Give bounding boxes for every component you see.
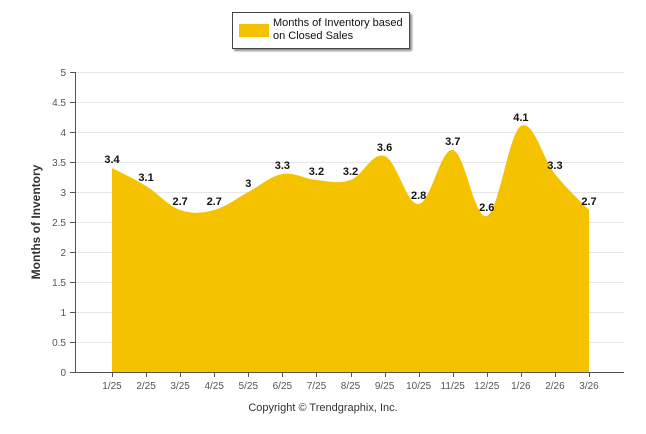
x-tick-label: 1/25 [102,381,122,392]
x-tick-label: 6/25 [273,381,293,392]
data-label: 3.2 [309,166,324,178]
data-label: 2.7 [581,196,596,208]
x-tick-label: 2/26 [545,381,565,392]
data-label: 2.6 [479,202,494,214]
data-label: 3.3 [547,160,562,172]
data-label: 3.1 [138,172,153,184]
y-tick-label: 3.5 [52,158,66,169]
data-label: 2.7 [207,196,222,208]
series-area [112,125,589,373]
x-tick-label: 10/25 [406,381,431,392]
data-labels: 3.4 3.1 2.7 2.7 3 3.3 3.2 3.2 3.6 2.8 3.7 2.6 4.1 3.3… [104,112,596,214]
y-tick-label: 0 [60,368,66,379]
y-tick-label: 0.5 [52,338,66,349]
x-tick-label: 3/26 [579,381,599,392]
data-label: 3.7 [445,136,460,148]
x-tick-label: 5/25 [239,381,259,392]
axes: 0 0.5 1 1.5 2 2.5 3 3.5 4 4.5 5 1/25 2/25 3/25 4/25 5/2… [52,68,624,392]
x-tick-label: 7/25 [307,381,327,392]
data-label: 3.6 [377,142,392,154]
x-tick-label: 1/26 [511,381,531,392]
data-label: 2.7 [172,196,187,208]
x-tick-label: 2/25 [136,381,156,392]
data-label: 3.3 [275,160,290,172]
y-axis-title: Months of Inventory [29,164,43,279]
x-tick-label: 9/25 [375,381,395,392]
y-tick-label: 1 [60,308,66,319]
legend-swatch [239,24,269,37]
data-label: 3 [245,178,251,190]
y-tick-label: 1.5 [52,278,66,289]
y-tick-label: 4.5 [52,98,66,109]
y-tick-label: 2.5 [52,218,66,229]
x-tick-label: 8/25 [341,381,361,392]
copyright-text: Copyright © Trendgraphix, Inc. [248,402,398,414]
legend-label: Months of Inventory based on Closed Sale… [273,17,403,42]
y-tick-label: 5 [60,68,66,79]
data-label: 3.4 [104,154,120,166]
y-tick-label: 2 [60,248,66,259]
y-tick-label: 4 [60,128,66,139]
data-label: 2.8 [411,190,426,202]
x-tick-label: 11/25 [441,381,466,392]
data-label: 3.2 [343,166,358,178]
series-area-group [112,125,589,373]
x-tick-label: 12/25 [474,381,499,392]
data-label: 4.1 [513,112,528,124]
legend: Months of Inventory based on Closed Sale… [232,12,410,49]
x-tick-label: 4/25 [204,381,224,392]
y-tick-label: 3 [60,188,66,199]
x-tick-label: 3/25 [170,381,190,392]
